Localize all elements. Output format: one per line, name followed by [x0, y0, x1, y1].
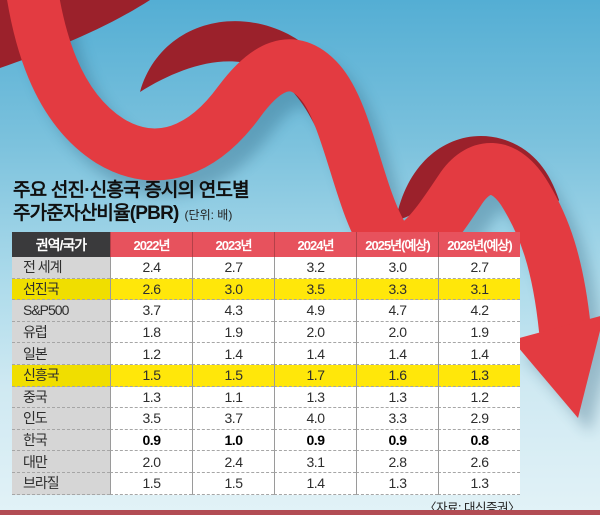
value-cell: 1.9 — [192, 321, 274, 344]
value-cell: 4.0 — [274, 408, 356, 430]
value-cell: 1.3 — [356, 386, 438, 409]
row-label: 한국 — [12, 429, 110, 452]
value-cell: 1.4 — [356, 343, 438, 365]
value-cell: 1.2 — [110, 343, 192, 365]
value-cell: 0.9 — [274, 429, 356, 452]
bottom-border-strip — [0, 510, 600, 515]
value-cell: 3.1 — [438, 278, 520, 301]
value-cell: 1.3 — [356, 472, 438, 495]
row-label: 전 세계 — [12, 257, 110, 279]
value-cell: 3.0 — [356, 257, 438, 279]
value-cell: 2.6 — [110, 278, 192, 301]
value-cell: 1.2 — [438, 386, 520, 409]
value-cell: 0.8 — [438, 429, 520, 452]
value-cell: 2.6 — [438, 451, 520, 473]
value-cell: 1.5 — [192, 364, 274, 387]
column-header: 2026년(예상) — [438, 232, 520, 257]
row-label: 인도 — [12, 408, 110, 430]
value-cell: 2.4 — [110, 257, 192, 279]
column-header: 권역/국가 — [12, 232, 110, 257]
row-label: 유럽 — [12, 321, 110, 344]
title-line-1: 주요 선진·신흥국 증시의 연도별 — [13, 180, 250, 201]
value-cell: 1.1 — [192, 386, 274, 409]
value-cell: 2.4 — [192, 451, 274, 473]
row-label: 중국 — [12, 386, 110, 409]
value-cell: 3.7 — [110, 300, 192, 322]
value-cell: 1.5 — [110, 364, 192, 387]
arrowhead-icon — [512, 316, 600, 418]
value-cell: 1.6 — [356, 364, 438, 387]
page-title: 주요 선진·신흥국 증시의 연도별 주가준자산비율(PBR) (단위: 배) — [13, 179, 250, 227]
title-line-2: 주가준자산비율(PBR) (단위: 배) — [13, 203, 233, 224]
column-header: 2024년 — [274, 232, 356, 257]
value-cell: 1.3 — [438, 472, 520, 495]
value-cell: 0.9 — [110, 429, 192, 452]
value-cell: 2.8 — [356, 451, 438, 473]
value-cell: 2.7 — [192, 257, 274, 279]
value-cell: 3.5 — [274, 278, 356, 301]
pbr-table: 권역/국가 2022년 2023년 2024년 2025년(예상) 2026년(예상) 전 … — [12, 232, 520, 495]
row-label: S&P500 — [12, 300, 110, 322]
value-cell: 1.7 — [274, 364, 356, 387]
value-cell: 3.3 — [356, 408, 438, 430]
row-label: 브라질 — [12, 472, 110, 495]
row-label: 선진국 — [12, 278, 110, 301]
value-cell: 1.3 — [274, 386, 356, 409]
value-cell: 2.7 — [438, 257, 520, 279]
value-cell: 4.7 — [356, 300, 438, 322]
value-cell: 3.7 — [192, 408, 274, 430]
value-cell: 1.3 — [110, 386, 192, 409]
value-cell: 4.2 — [438, 300, 520, 322]
value-cell: 3.5 — [110, 408, 192, 430]
value-cell: 4.9 — [274, 300, 356, 322]
value-cell: 2.0 — [110, 451, 192, 473]
value-cell: 3.0 — [192, 278, 274, 301]
column-header: 2023년 — [192, 232, 274, 257]
value-cell: 1.0 — [192, 429, 274, 452]
value-cell: 3.2 — [274, 257, 356, 279]
ribbon-band — [7, 0, 591, 333]
unit-label: (단위: 배) — [184, 208, 233, 222]
value-cell: 1.9 — [438, 321, 520, 344]
value-cell: 3.3 — [356, 278, 438, 301]
value-cell: 1.8 — [110, 321, 192, 344]
column-header: 2022년 — [110, 232, 192, 257]
value-cell: 1.3 — [438, 364, 520, 387]
row-label: 신흥국 — [12, 364, 110, 387]
value-cell: 1.4 — [192, 343, 274, 365]
value-cell: 2.0 — [356, 321, 438, 344]
value-cell: 2.9 — [438, 408, 520, 430]
value-cell: 0.9 — [356, 429, 438, 452]
value-cell: 3.1 — [274, 451, 356, 473]
value-cell: 4.3 — [192, 300, 274, 322]
value-cell: 2.0 — [274, 321, 356, 344]
value-cell: 1.4 — [274, 472, 356, 495]
row-label: 일본 — [12, 343, 110, 365]
value-cell: 1.4 — [438, 343, 520, 365]
value-cell: 1.5 — [192, 472, 274, 495]
row-label: 대만 — [12, 451, 110, 473]
column-header: 2025년(예상) — [356, 232, 438, 257]
value-cell: 1.5 — [110, 472, 192, 495]
value-cell: 1.4 — [274, 343, 356, 365]
